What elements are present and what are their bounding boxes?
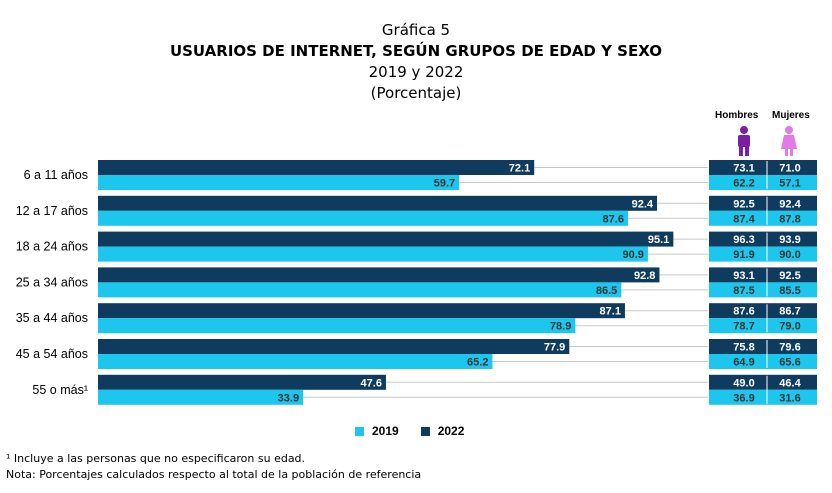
men-2022-value: 92.5 — [733, 198, 754, 210]
bar-2019 — [98, 175, 460, 190]
bar-label-2022: 77.9 — [544, 342, 565, 354]
bar-label-2019: 65.2 — [467, 357, 488, 369]
side-cell-2022 — [709, 195, 817, 211]
women-2022-value: 92.4 — [779, 198, 801, 210]
legend-label-2022: 2022 — [437, 424, 465, 438]
column-header-women: Mujeres — [772, 110, 810, 121]
bar-label-2022: 92.8 — [634, 270, 655, 282]
category-label: 18 a 24 años — [16, 240, 88, 254]
bar-2022 — [98, 160, 535, 175]
category-label: 12 a 17 años — [16, 204, 88, 218]
legend-item-2019: 2019 — [355, 424, 399, 438]
bar-2019 — [98, 354, 493, 369]
men-2019-value: 87.4 — [733, 213, 755, 225]
bar-label-2019: 59.7 — [434, 178, 455, 190]
side-cell-2022 — [709, 231, 817, 247]
bar-label-2019: 86.5 — [596, 285, 617, 297]
men-2019-value: 78.7 — [733, 321, 754, 333]
men-2022-value: 75.8 — [733, 342, 754, 354]
bar-2019 — [98, 318, 576, 334]
female-person-icon — [781, 126, 797, 156]
bar-2022 — [98, 374, 386, 390]
bar-2022 — [98, 195, 658, 211]
side-cell-2022 — [709, 303, 817, 319]
women-2019-value: 87.8 — [779, 213, 800, 225]
women-2019-value: 90.0 — [779, 249, 800, 261]
bar-2022 — [98, 339, 570, 354]
bar-2022 — [98, 231, 674, 247]
men-2019-value: 64.9 — [733, 357, 754, 369]
side-cell-2022 — [709, 339, 817, 354]
side-cell-2019 — [709, 282, 817, 298]
chart-title-line1: Gráfica 5 — [381, 21, 451, 39]
side-cell-2022 — [709, 160, 817, 175]
bar-label-2019: 78.9 — [550, 321, 571, 333]
chart-title-line2: USUARIOS DE INTERNET, SEGÚN GRUPOS DE ED… — [169, 42, 663, 60]
men-2022-value: 87.6 — [733, 306, 754, 318]
men-2022-value: 73.1 — [733, 163, 754, 175]
column-header-men: Hombres — [715, 110, 759, 121]
women-2022-value: 93.9 — [779, 234, 800, 246]
side-cell-2022 — [709, 374, 817, 390]
bar-2019 — [98, 389, 304, 405]
footnote-1: ¹ Incluye a las personas que no especifi… — [6, 452, 306, 465]
women-2019-value: 31.6 — [779, 392, 800, 404]
women-2022-value: 71.0 — [779, 163, 800, 175]
legend-swatch-2022 — [420, 426, 430, 436]
bar-label-2022: 92.4 — [632, 198, 654, 210]
men-2019-value: 62.2 — [733, 178, 754, 190]
men-2019-value: 87.5 — [733, 285, 754, 297]
side-cell-2019 — [709, 210, 817, 226]
women-2019-value: 57.1 — [779, 178, 800, 190]
men-2022-value: 93.1 — [733, 270, 754, 282]
women-2022-value: 79.6 — [779, 342, 800, 354]
category-label: 6 a 11 años — [24, 168, 88, 182]
male-person-icon — [738, 126, 750, 156]
bar-2019 — [98, 282, 622, 298]
bar-label-2022: 47.6 — [361, 377, 382, 389]
women-2019-value: 79.0 — [779, 321, 800, 333]
category-label: 45 a 54 años — [16, 347, 88, 361]
legend-item-2022: 2022 — [420, 424, 465, 438]
chart-title-block: Gráfica 5 USUARIOS DE INTERNET, SEGÚN GR… — [0, 20, 832, 104]
chart-title-line4: (Porcentaje) — [370, 84, 462, 102]
women-2022-value: 92.5 — [779, 270, 800, 282]
bar-2022 — [98, 267, 660, 283]
legend-label-2019: 2019 — [372, 424, 399, 438]
bar-2022 — [98, 303, 625, 319]
bar-label-2019: 90.9 — [623, 249, 644, 261]
bar-2019 — [98, 210, 628, 226]
side-cell-2019 — [709, 354, 817, 369]
side-cell-2019 — [709, 246, 817, 262]
side-cell-2019 — [709, 175, 817, 190]
women-2019-value: 85.5 — [779, 285, 800, 297]
bar-2019 — [98, 246, 648, 262]
women-2022-value: 46.4 — [779, 377, 801, 389]
men-2022-value: 49.0 — [733, 377, 754, 389]
bar-label-2022: 72.1 — [509, 163, 530, 175]
side-cell-2022 — [709, 267, 817, 283]
men-2019-value: 91.9 — [733, 249, 754, 261]
bar-label-2019: 87.6 — [603, 213, 624, 225]
legend-swatch-2019 — [355, 426, 364, 436]
chart-title-line3: 2019 y 2022 — [368, 63, 464, 81]
women-2019-value: 65.6 — [779, 357, 800, 369]
footnote-note: Nota: Porcentajes calculados respecto al… — [6, 468, 422, 481]
side-cell-2019 — [709, 389, 817, 405]
men-2022-value: 96.3 — [733, 234, 754, 246]
women-2022-value: 86.7 — [779, 306, 800, 318]
category-label: 25 a 34 años — [16, 275, 88, 289]
bar-label-2019: 33.9 — [278, 392, 299, 404]
side-cell-2019 — [709, 318, 817, 334]
category-label: 35 a 44 años — [16, 311, 88, 325]
men-2019-value: 36.9 — [733, 392, 754, 404]
bar-label-2022: 95.1 — [648, 234, 669, 246]
category-label: 55 o más¹ — [32, 383, 88, 397]
chart-legend: 2019 2022 — [355, 424, 464, 438]
bar-label-2022: 87.1 — [600, 306, 621, 318]
